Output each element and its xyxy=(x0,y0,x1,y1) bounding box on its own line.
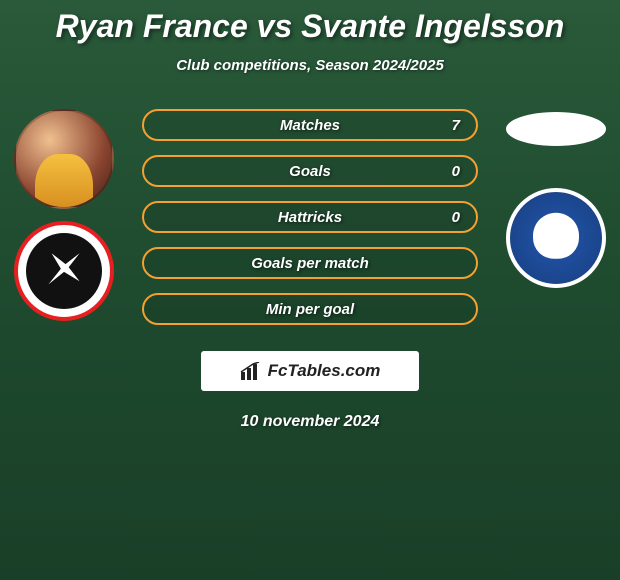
stat-value-right: 0 xyxy=(452,209,460,226)
stat-bar-hattricks: Hattricks 0 xyxy=(142,201,478,233)
bars-icon xyxy=(240,362,262,380)
stat-label: Hattricks xyxy=(278,209,342,226)
page-subtitle: Club competitions, Season 2024/2025 xyxy=(0,57,620,74)
fctables-text: FcTables.com xyxy=(268,361,381,381)
stat-label: Goals xyxy=(289,163,331,180)
stat-bars: Matches 7 Goals 0 Hattricks 0 Goals per … xyxy=(142,109,478,325)
fctables-logo: FcTables.com xyxy=(201,351,419,391)
stat-label: Goals per match xyxy=(251,255,369,272)
comparison-area: Matches 7 Goals 0 Hattricks 0 Goals per … xyxy=(0,109,620,431)
stat-bar-goals: Goals 0 xyxy=(142,155,478,187)
stat-label: Min per goal xyxy=(266,301,354,318)
club-badge-right xyxy=(506,188,606,288)
page-title: Ryan France vs Svante Ingelsson xyxy=(0,0,620,45)
stat-value-right: 0 xyxy=(452,163,460,180)
left-player-column xyxy=(8,109,120,321)
player-photo-right-placeholder xyxy=(506,112,606,146)
stat-bar-matches: Matches 7 xyxy=(142,109,478,141)
player-photo-left xyxy=(14,109,114,209)
date-text: 10 november 2024 xyxy=(0,413,620,431)
stat-label: Matches xyxy=(280,117,340,134)
club-badge-left xyxy=(14,221,114,321)
right-player-column xyxy=(500,109,612,288)
stat-bar-goals-per-match: Goals per match xyxy=(142,247,478,279)
stat-bar-min-per-goal: Min per goal xyxy=(142,293,478,325)
stat-value-right: 7 xyxy=(452,117,460,134)
